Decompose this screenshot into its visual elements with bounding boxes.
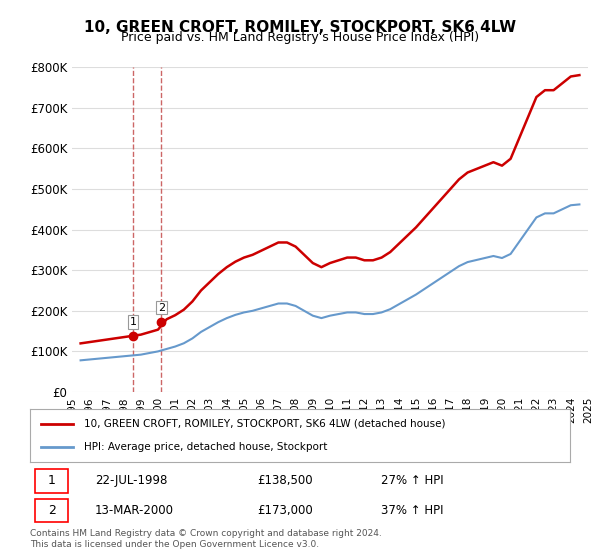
Text: Price paid vs. HM Land Registry's House Price Index (HPI): Price paid vs. HM Land Registry's House … bbox=[121, 31, 479, 44]
Text: 10, GREEN CROFT, ROMILEY, STOCKPORT, SK6 4LW (detached house): 10, GREEN CROFT, ROMILEY, STOCKPORT, SK6… bbox=[84, 419, 445, 429]
Text: 10, GREEN CROFT, ROMILEY, STOCKPORT, SK6 4LW: 10, GREEN CROFT, ROMILEY, STOCKPORT, SK6… bbox=[84, 20, 516, 35]
FancyBboxPatch shape bbox=[35, 499, 68, 522]
Text: 37% ↑ HPI: 37% ↑ HPI bbox=[381, 504, 443, 517]
Text: 27% ↑ HPI: 27% ↑ HPI bbox=[381, 474, 443, 487]
Text: 2: 2 bbox=[47, 504, 56, 517]
Text: Contains HM Land Registry data © Crown copyright and database right 2024.
This d: Contains HM Land Registry data © Crown c… bbox=[30, 529, 382, 549]
FancyBboxPatch shape bbox=[35, 469, 68, 493]
Text: 22-JUL-1998: 22-JUL-1998 bbox=[95, 474, 167, 487]
Text: HPI: Average price, detached house, Stockport: HPI: Average price, detached house, Stoc… bbox=[84, 442, 328, 452]
Text: £138,500: £138,500 bbox=[257, 474, 313, 487]
Text: £173,000: £173,000 bbox=[257, 504, 313, 517]
Text: 13-MAR-2000: 13-MAR-2000 bbox=[95, 504, 174, 517]
Text: 1: 1 bbox=[130, 317, 137, 327]
Text: 1: 1 bbox=[47, 474, 56, 487]
Text: 2: 2 bbox=[158, 303, 165, 313]
